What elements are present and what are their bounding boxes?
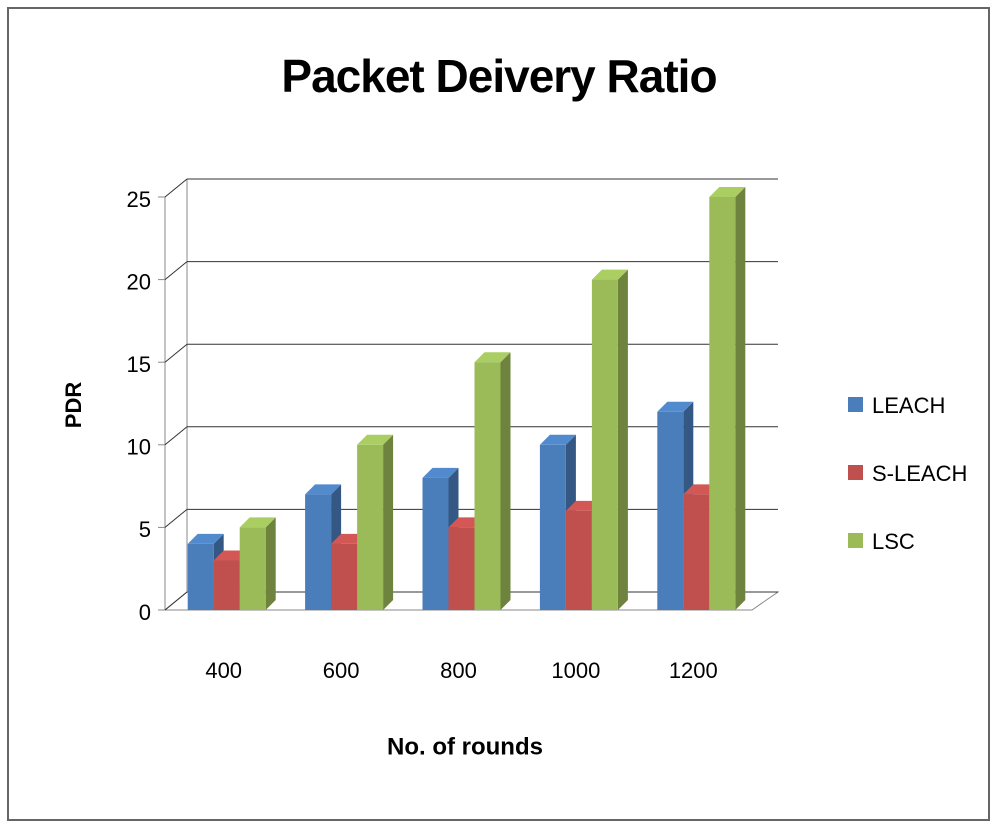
x-tick-label: 1200 — [669, 658, 718, 683]
bar — [239, 517, 276, 610]
bar-top — [305, 484, 342, 495]
bar-front — [539, 444, 566, 610]
bar-front — [331, 543, 358, 610]
grid-line — [164, 591, 188, 611]
bar-front — [422, 477, 449, 610]
bar-front — [448, 527, 475, 610]
bar-top — [239, 517, 276, 528]
y-tick-label: 25 — [127, 187, 151, 212]
bar — [357, 434, 394, 610]
bar-top — [422, 467, 459, 478]
grid-line — [164, 261, 188, 280]
x-tick-label: 600 — [323, 658, 360, 683]
bar — [474, 352, 511, 610]
grid-line — [164, 426, 188, 446]
y-tick-label: 0 — [139, 600, 151, 625]
bar-top — [591, 269, 628, 280]
x-tick-label: 800 — [440, 658, 477, 683]
x-tick-label: 400 — [205, 658, 242, 683]
bar-top — [187, 533, 224, 544]
legend-label: LSC — [872, 529, 915, 554]
chart-title: Packet Deivery Ratio — [281, 50, 716, 102]
legend-swatch — [848, 533, 863, 548]
grid-line — [164, 178, 188, 198]
grid-line — [164, 509, 188, 528]
bar-front — [474, 362, 501, 610]
legend-swatch — [848, 397, 863, 412]
bar-side — [383, 434, 394, 610]
x-tick-label: 1000 — [551, 658, 600, 683]
bar-side — [735, 187, 746, 610]
y-tick-label: 15 — [127, 352, 151, 377]
bar — [591, 269, 628, 610]
y-tick-label: 20 — [127, 269, 151, 294]
bar-top — [474, 352, 511, 363]
x-axis-label: No. of rounds — [387, 733, 543, 760]
y-tick-label: 5 — [139, 517, 151, 542]
bar — [565, 500, 602, 610]
bar-side — [500, 352, 511, 610]
bar — [539, 434, 576, 610]
bar-top — [709, 187, 746, 197]
y-tick-label: 10 — [127, 435, 151, 460]
bar-front — [357, 444, 384, 610]
bar-front — [565, 510, 592, 610]
legend-label: LEACH — [872, 393, 945, 418]
bar-front — [683, 494, 710, 610]
bar-top — [657, 401, 694, 412]
bar-side — [265, 517, 276, 610]
legend-label: S-LEACH — [872, 461, 967, 486]
bar-front — [709, 197, 736, 610]
bar-top — [539, 434, 576, 445]
bar — [709, 187, 746, 610]
bar-front — [213, 560, 240, 610]
bar-front — [657, 411, 684, 610]
bar-top — [357, 434, 394, 445]
bar-front — [591, 279, 618, 610]
grid-line — [164, 343, 188, 363]
bar-front — [239, 527, 266, 610]
legend-swatch — [848, 465, 863, 480]
bar-side — [617, 269, 628, 610]
y-axis-label: PDR — [61, 382, 86, 429]
bar-front — [187, 543, 214, 610]
bar-front — [305, 494, 332, 610]
